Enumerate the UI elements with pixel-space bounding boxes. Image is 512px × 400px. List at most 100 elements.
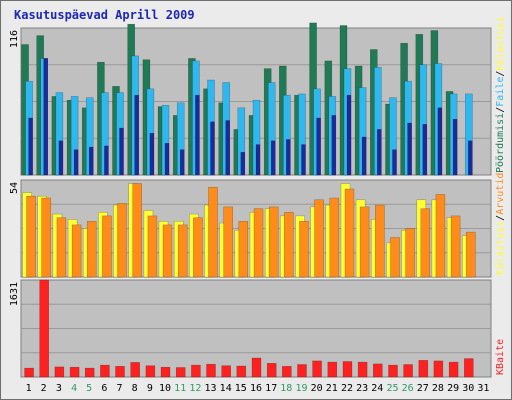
panel-top-legend: Pöördumisi/Faile/Külastusi	[495, 16, 506, 173]
bar-top-pöördumisi-day-18	[286, 139, 291, 176]
bar-top-pöördumisi-day-3	[58, 140, 64, 176]
legend-entry: /	[495, 71, 506, 77]
bar-middle-arvutid-day-12	[193, 217, 203, 278]
x-tick-label: 29	[447, 383, 459, 394]
bar-bottom-kbaite-day-19	[297, 364, 307, 378]
x-axis-labels: 1 2 3 4 5 6 7 8 9 10 11 12 13 14 15 16 17 18 19 20 21 22 23 24 2…	[26, 383, 490, 394]
bar-middle-arvutid-day-5	[86, 221, 97, 278]
bar-top-pöördumisi-day-23	[361, 136, 367, 176]
bar-top-pöördumisi-day-10	[164, 143, 170, 176]
x-tick-label: 3	[56, 383, 62, 394]
bar-bottom-kbaite-day-2	[39, 279, 49, 378]
legend-entry: KBaite	[495, 339, 506, 375]
bar-bottom-kbaite-day-6	[100, 364, 110, 378]
bar-bottom-kbaite-day-28	[433, 360, 444, 378]
bar-top-pöördumisi-day-5	[88, 146, 94, 176]
x-tick-label: 17	[265, 383, 277, 394]
x-tick-label: 5	[86, 383, 92, 394]
x-tick-label: 16	[250, 383, 262, 394]
bar-middle-arvutid-day-21	[329, 197, 340, 278]
legend-entry: Külastusi	[495, 221, 506, 275]
x-tick-label: 24	[371, 383, 383, 394]
bar-bottom-kbaite-day-16	[251, 357, 262, 378]
bar-middle-arvutid-day-4	[71, 224, 82, 278]
x-tick-label: 21	[326, 383, 338, 394]
bar-bottom-kbaite-day-7	[115, 366, 125, 378]
panel-middle-legend: Külastusi/Arvutid	[495, 173, 506, 275]
bar-top-pöördumisi-day-6	[104, 145, 109, 176]
x-tick-label: 6	[101, 383, 107, 394]
bar-bottom-kbaite-day-13	[206, 363, 216, 378]
panel-bottom: 1631 KBaite	[9, 279, 506, 378]
x-tick-label: 26	[402, 383, 414, 394]
x-tick-label: 30	[462, 383, 474, 394]
bar-bottom-kbaite-day-26	[403, 364, 413, 378]
x-tick-label: 13	[204, 383, 216, 394]
bar-middle-arvutid-day-13	[208, 186, 218, 278]
x-tick-label: 1	[26, 383, 32, 394]
bar-middle-arvutid-day-14	[223, 206, 233, 278]
bar-middle-arvutid-day-10	[162, 224, 173, 278]
x-tick-label: 4	[71, 383, 77, 394]
bar-bottom-kbaite-day-9	[145, 365, 156, 378]
bar-bottom-kbaite-day-23	[357, 361, 368, 378]
panel-bottom-max-label: 1631	[9, 282, 20, 306]
x-tick-label: 8	[132, 383, 138, 394]
bar-top-pöördumisi-day-17	[270, 140, 276, 176]
bar-bottom-kbaite-day-3	[54, 366, 65, 378]
x-tick-label: 22	[341, 383, 353, 394]
legend-entry: Faile	[495, 77, 506, 107]
bar-top-pöördumisi-day-21	[331, 115, 337, 176]
bar-top-pöördumisi-day-15	[240, 151, 246, 176]
bar-bottom-kbaite-day-24	[373, 363, 383, 378]
bar-middle-arvutid-day-24	[375, 204, 385, 278]
bar-top-pöördumisi-day-13	[210, 121, 215, 176]
legend-entry: Külastusi	[495, 16, 506, 70]
x-tick-label: 27	[417, 383, 429, 394]
panel-middle: 54 Külastusi/Arvutid	[9, 173, 506, 278]
bar-middle-arvutid-day-7	[117, 203, 127, 278]
bar-middle-arvutid-day-18	[284, 212, 294, 278]
bar-top-pöördumisi-day-22	[346, 94, 352, 176]
bar-top-pöördumisi-day-8	[134, 94, 139, 176]
bar-bottom-kbaite-day-15	[236, 365, 247, 378]
bar-top-pöördumisi-day-2	[43, 58, 48, 176]
bar-top-pöördumisi-day-30	[468, 140, 473, 176]
bar-middle-arvutid-day-26	[405, 228, 415, 278]
bar-bottom-kbaite-day-27	[418, 360, 429, 378]
bar-middle-arvutid-day-17	[268, 206, 279, 278]
bar-top-pöördumisi-day-27	[422, 124, 428, 176]
bar-bottom-kbaite-day-4	[69, 366, 80, 378]
x-tick-label: 2	[41, 383, 47, 394]
panel-top-max-label: 116	[9, 30, 20, 48]
bar-bottom-kbaite-day-5	[84, 367, 95, 378]
bar-bottom-kbaite-day-10	[160, 366, 171, 378]
legend-entry: Pöördumisi	[495, 113, 506, 173]
legend-entry: /	[495, 215, 506, 221]
bar-bottom-kbaite-day-30	[464, 358, 474, 378]
bar-top-pöördumisi-day-9	[149, 132, 155, 176]
x-tick-label: 10	[159, 383, 171, 394]
bar-top-faile-day-27	[419, 64, 428, 176]
bar-middle-arvutid-day-29	[450, 215, 461, 278]
x-tick-label: 14	[220, 383, 232, 394]
legend-entry: /	[495, 107, 506, 113]
bar-bottom-kbaite-day-25	[388, 364, 398, 378]
x-tick-label: 11	[174, 383, 186, 394]
bar-top-pöördumisi-day-29	[452, 118, 458, 176]
bar-middle-arvutid-day-2	[41, 197, 51, 278]
bar-top-pöördumisi-day-20	[316, 117, 321, 176]
bar-middle-arvutid-day-22	[344, 188, 355, 278]
bar-top-pöördumisi-day-25	[392, 149, 397, 176]
panel-bottom-legend: KBaite	[495, 339, 506, 375]
bar-middle-arvutid-day-30	[466, 231, 476, 278]
bar-top-pöördumisi-day-24	[377, 129, 382, 176]
bar-middle-arvutid-day-1	[26, 195, 36, 278]
bar-middle-arvutid-day-20	[314, 199, 324, 278]
bar-top-pöördumisi-day-19	[301, 144, 306, 176]
bar-top-pöördumisi-day-4	[73, 149, 79, 176]
bar-middle-arvutid-day-28	[435, 194, 446, 278]
x-tick-label: 7	[116, 383, 122, 394]
